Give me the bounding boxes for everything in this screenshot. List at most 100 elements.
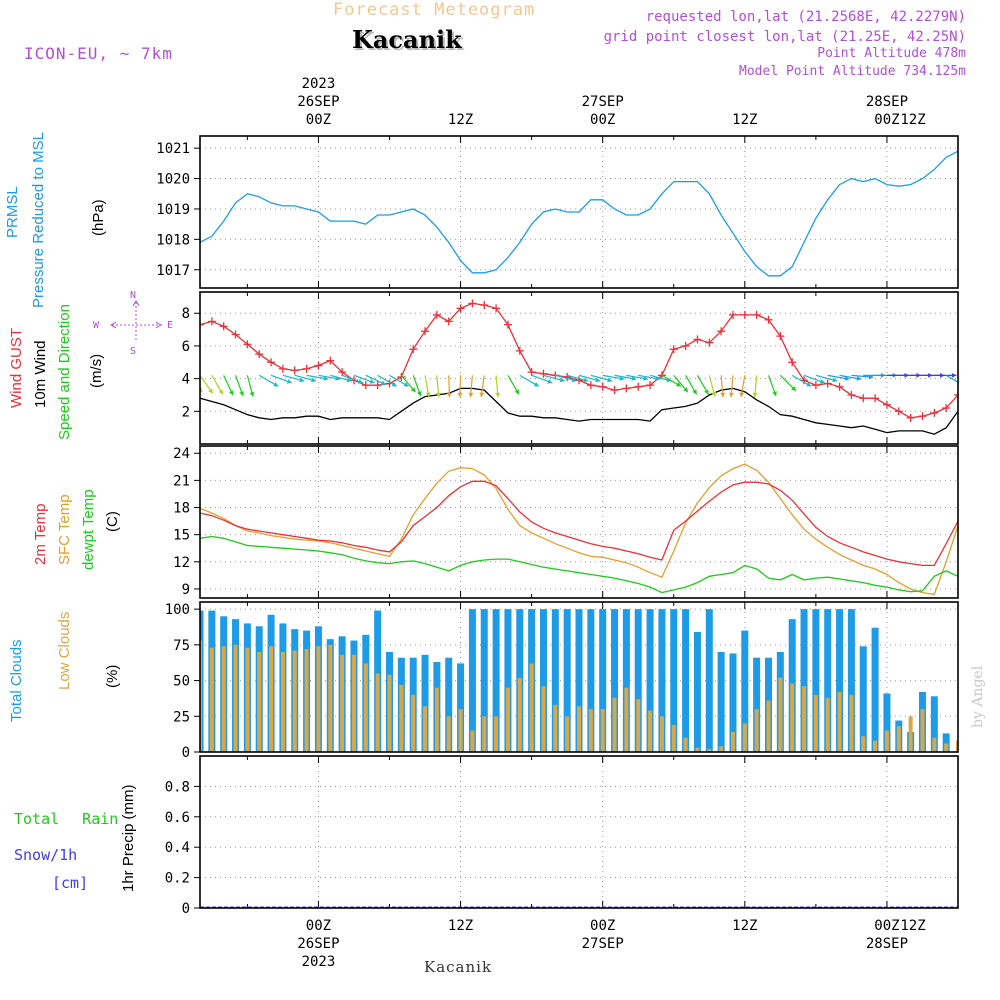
- low-cloud-bar: [849, 694, 854, 752]
- y-tick-label: 4: [182, 372, 190, 388]
- time-label-top: 26SEP: [297, 94, 339, 110]
- gust-marker: [978, 348, 986, 356]
- low-cloud-bar: [494, 716, 499, 752]
- gust-marker: [409, 345, 418, 354]
- low-cloud-bar: [553, 704, 558, 752]
- time-label-bottom: 12Z: [732, 918, 757, 934]
- point-altitude: Point Altitude 478m: [817, 46, 966, 61]
- y-tick-label: 25: [173, 709, 190, 725]
- low-cloud-bar: [813, 694, 818, 752]
- gust-marker: [302, 364, 311, 373]
- low-cloud-bar: [659, 716, 664, 752]
- time-label-top: 12Z: [900, 112, 925, 128]
- total-cloud-bar: [551, 609, 559, 752]
- gust-marker: [503, 320, 512, 329]
- wind-arrow: [578, 374, 601, 383]
- time-label-bottom: 27SEP: [582, 936, 624, 952]
- wind-speed-line: [200, 387, 958, 435]
- total-cloud-bar: [587, 609, 595, 752]
- gust-marker: [717, 327, 726, 336]
- total-cloud-bar: [622, 609, 630, 752]
- gust-marker: [539, 369, 548, 378]
- gust-marker: [882, 400, 891, 409]
- low-cloud-bar: [221, 646, 226, 752]
- low-cloud-bar: [920, 709, 925, 752]
- low-cloud-bar: [458, 709, 463, 752]
- gust-marker: [966, 373, 974, 381]
- time-label-top: 27SEP: [582, 94, 624, 110]
- wind-arrow: [803, 374, 825, 384]
- gust-marker: [990, 330, 998, 338]
- low-cloud-bar: [861, 736, 866, 752]
- total-cloud-bar: [480, 609, 488, 752]
- wind-arrow: [258, 374, 279, 387]
- y-tick-label: 0: [182, 901, 190, 917]
- wind-arrow: [661, 374, 682, 387]
- wind-arrow: [457, 375, 463, 398]
- y-tick-label: 0.4: [165, 840, 190, 856]
- wind-arrow: [970, 375, 978, 396]
- gust-marker: [373, 381, 382, 390]
- gust-marker: [776, 332, 785, 341]
- wind-arrow: [957, 375, 958, 377]
- total-cloud-bar: [705, 609, 713, 752]
- total-cloud-bar: [729, 653, 737, 752]
- wind-arrow: [400, 374, 416, 393]
- gust-marker: [823, 379, 832, 388]
- y-tick-label: 1020: [156, 172, 190, 188]
- total-cloud-bar: [741, 630, 749, 752]
- gust-marker: [207, 317, 216, 326]
- low-cloud-bar: [328, 644, 333, 752]
- panel-precip: [194, 756, 959, 909]
- gust-marker: [444, 317, 453, 326]
- time-label-bottom: 00Z: [590, 918, 615, 934]
- time-label-bottom: 12Z: [448, 918, 473, 934]
- low-cloud-bar: [980, 745, 984, 752]
- low-cloud-bar: [695, 747, 700, 752]
- wind-arrow: [436, 375, 441, 398]
- low-cloud-bar: [209, 647, 214, 752]
- low-cloud-bar: [778, 677, 783, 752]
- gust-marker: [918, 412, 927, 421]
- wind-arrow: [839, 374, 862, 381]
- wind-arrow: [994, 375, 1000, 393]
- total-cloud-bar: [800, 609, 808, 752]
- time-label-top: 12Z: [448, 112, 473, 128]
- total-cloud-bar: [563, 609, 571, 752]
- y-tick-label: 50: [173, 674, 190, 690]
- low-cloud-bar: [245, 647, 250, 752]
- low-cloud-bar: [269, 646, 274, 752]
- total-cloud-bar: [634, 609, 642, 752]
- gust-marker: [314, 361, 323, 370]
- low-cloud-bar: [766, 700, 771, 752]
- plot-area: [200, 150, 1000, 908]
- y-tick-label: 1021: [156, 141, 190, 157]
- wind-arrow: [495, 375, 500, 398]
- total-cloud-bar: [670, 609, 678, 752]
- wind-arrow: [468, 375, 474, 398]
- low-cloud-bar: [802, 686, 807, 752]
- wind-arrow: [827, 374, 850, 381]
- gust-marker: [622, 384, 631, 393]
- gust-marker: [646, 381, 655, 390]
- time-label-bottom: 26SEP: [297, 936, 339, 952]
- wind-arrow: [791, 374, 812, 387]
- total-cloud-bar: [445, 657, 453, 752]
- low-cloud-bar: [482, 716, 487, 752]
- low-cloud-bar: [944, 743, 949, 752]
- wind-arrow: [739, 375, 746, 398]
- y-tick-label: 18: [173, 501, 190, 517]
- low-cloud-bar: [505, 687, 510, 752]
- low-cloud-bar: [375, 673, 380, 752]
- total-cloud-bar: [812, 609, 820, 752]
- gust-marker: [290, 366, 299, 375]
- location-title: Kacanik: [352, 25, 462, 54]
- wind-arrow: [519, 374, 540, 387]
- y-tick-label: 8: [182, 306, 190, 322]
- low-cloud-bar: [200, 640, 202, 752]
- low-cloud-bar: [754, 709, 759, 752]
- panel-frame-clouds: [199, 601, 959, 753]
- low-cloud-bar: [707, 749, 712, 752]
